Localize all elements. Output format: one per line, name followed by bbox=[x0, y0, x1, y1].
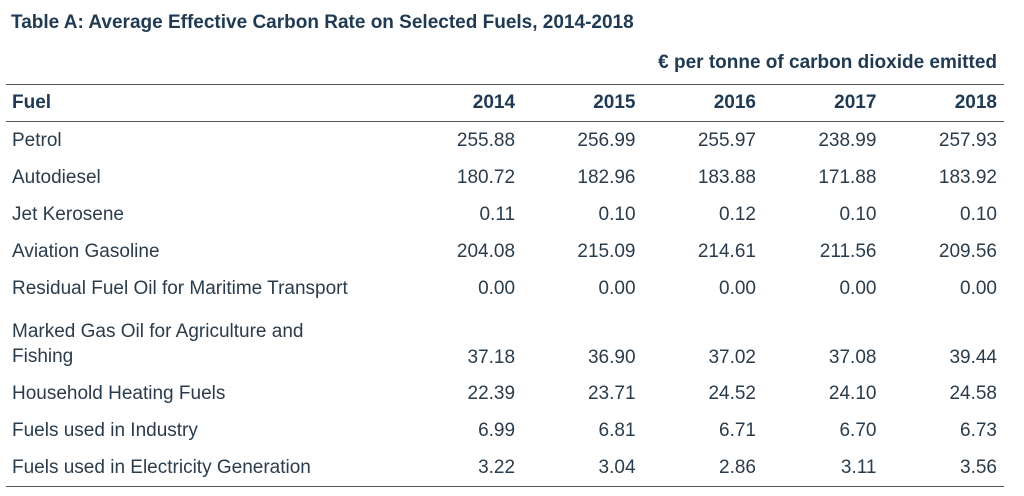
column-header-2017: 2017 bbox=[834, 92, 877, 113]
value-cell-2016: 183.88 bbox=[697, 166, 756, 188]
value-cell-2015: 215.09 bbox=[577, 240, 636, 262]
value-cell-2015: 0.00 bbox=[598, 277, 636, 299]
value-cell-2017: 24.10 bbox=[828, 382, 877, 404]
fuel-name-cell: Marked Gas Oil for Agriculture and Fishi… bbox=[12, 321, 304, 367]
value-cell-2018: 183.92 bbox=[938, 166, 997, 188]
value-cell-2015: 0.10 bbox=[598, 203, 636, 225]
header-row: Fuel 2014 2015 2016 2017 2018 bbox=[6, 84, 1004, 122]
value-cell-2016: 0.12 bbox=[719, 203, 756, 225]
carbon-rate-table: Fuel 2014 2015 2016 2017 2018 Petrol 255.… bbox=[6, 84, 1004, 487]
column-header-2015: 2015 bbox=[593, 92, 636, 113]
units-label: € per tonne of carbon dioxide emitted bbox=[658, 52, 997, 73]
fuel-name-cell: Autodiesel bbox=[12, 166, 101, 188]
fuel-name-cell: Aviation Gasoline bbox=[12, 240, 160, 262]
value-cell-2014: 204.08 bbox=[456, 240, 516, 262]
value-cell-2014: 22.39 bbox=[467, 382, 516, 404]
value-cell-2016: 6.71 bbox=[719, 419, 756, 441]
value-cell-2017: 37.08 bbox=[828, 347, 877, 368]
value-cell-2017: 171.88 bbox=[818, 166, 877, 188]
value-cell-2014: 0.00 bbox=[478, 277, 516, 299]
value-cell-2016: 255.97 bbox=[697, 129, 756, 151]
value-cell-2014: 3.22 bbox=[478, 456, 516, 478]
value-cell-2014: 37.18 bbox=[467, 347, 516, 368]
value-cell-2018: 0.00 bbox=[960, 277, 997, 299]
column-header-2014: 2014 bbox=[472, 92, 516, 113]
value-cell-2017: 3.11 bbox=[840, 456, 877, 478]
value-cell-2017: 211.56 bbox=[819, 240, 877, 262]
fuel-name-cell: Fuels used in Electricity Generation bbox=[12, 456, 311, 478]
value-cell-2014: 255.88 bbox=[456, 129, 516, 151]
value-cell-2015: 3.04 bbox=[598, 456, 636, 478]
value-cell-2018: 39.44 bbox=[949, 347, 997, 368]
value-cell-2016: 2.86 bbox=[719, 456, 756, 478]
fuel-name-cell: Fuels used in Industry bbox=[12, 419, 198, 441]
value-cell-2018: 3.56 bbox=[960, 456, 997, 478]
value-cell-2015: 23.71 bbox=[587, 382, 636, 404]
value-cell-2018: 0.10 bbox=[960, 203, 997, 225]
table-row: Residual Fuel Oil for Maritime Transport… bbox=[6, 270, 1004, 307]
table-row: Fuels used in Electricity Generation 3.22… bbox=[6, 449, 1004, 487]
table-row: Marked Gas Oil for Agriculture and Fishi… bbox=[6, 307, 1004, 375]
column-header-2018: 2018 bbox=[954, 92, 997, 113]
column-header-fuel: Fuel bbox=[12, 92, 52, 113]
table-row: Aviation Gasoline 204.08 215.09 214.61 211.5… bbox=[6, 233, 1004, 270]
value-cell-2018: 6.73 bbox=[960, 419, 997, 441]
value-cell-2016: 37.02 bbox=[708, 347, 756, 368]
fuel-name-cell: Jet Kerosene bbox=[12, 203, 124, 225]
value-cell-2014: 0.11 bbox=[479, 203, 516, 225]
table-row: Petrol 255.88 256.99 255.97 238.99 257.93 bbox=[6, 122, 1004, 160]
value-cell-2015: 6.81 bbox=[598, 419, 636, 441]
value-cell-2018: 257.93 bbox=[938, 129, 997, 151]
table-row: Household Heating Fuels 22.39 23.71 24.52 24… bbox=[6, 375, 1004, 412]
value-cell-2015: 182.96 bbox=[577, 166, 636, 188]
value-cell-2017: 238.99 bbox=[818, 129, 877, 151]
value-cell-2018: 209.56 bbox=[938, 240, 997, 262]
value-cell-2017: 6.70 bbox=[839, 419, 877, 441]
value-cell-2016: 0.00 bbox=[719, 277, 756, 299]
table-row: Fuels used in Industry 6.99 6.81 6.71 6.70 6.… bbox=[6, 412, 1004, 449]
value-cell-2014: 6.99 bbox=[478, 419, 516, 441]
fuel-name-cell: Household Heating Fuels bbox=[12, 382, 226, 404]
value-cell-2015: 256.99 bbox=[577, 129, 636, 151]
fuel-name-cell: Residual Fuel Oil for Maritime Transport bbox=[12, 277, 348, 299]
value-cell-2017: 0.10 bbox=[839, 203, 877, 225]
value-cell-2014: 180.72 bbox=[456, 166, 516, 188]
fuel-name-cell: Petrol bbox=[12, 129, 62, 151]
value-cell-2018: 24.58 bbox=[949, 382, 997, 404]
table-row: Autodiesel 180.72 182.96 183.88 171.88 183.92 bbox=[6, 159, 1004, 196]
value-cell-2016: 24.52 bbox=[708, 382, 756, 404]
value-cell-2017: 0.00 bbox=[839, 277, 877, 299]
value-cell-2015: 36.90 bbox=[587, 347, 636, 368]
value-cell-2016: 214.61 bbox=[697, 240, 756, 262]
column-header-2016: 2016 bbox=[713, 92, 756, 113]
table-title: Table A: Average Effective Carbon Rate o… bbox=[11, 12, 634, 33]
table-row: Jet Kerosene 0.11 0.10 0.12 0.10 0.10 bbox=[6, 196, 1004, 233]
